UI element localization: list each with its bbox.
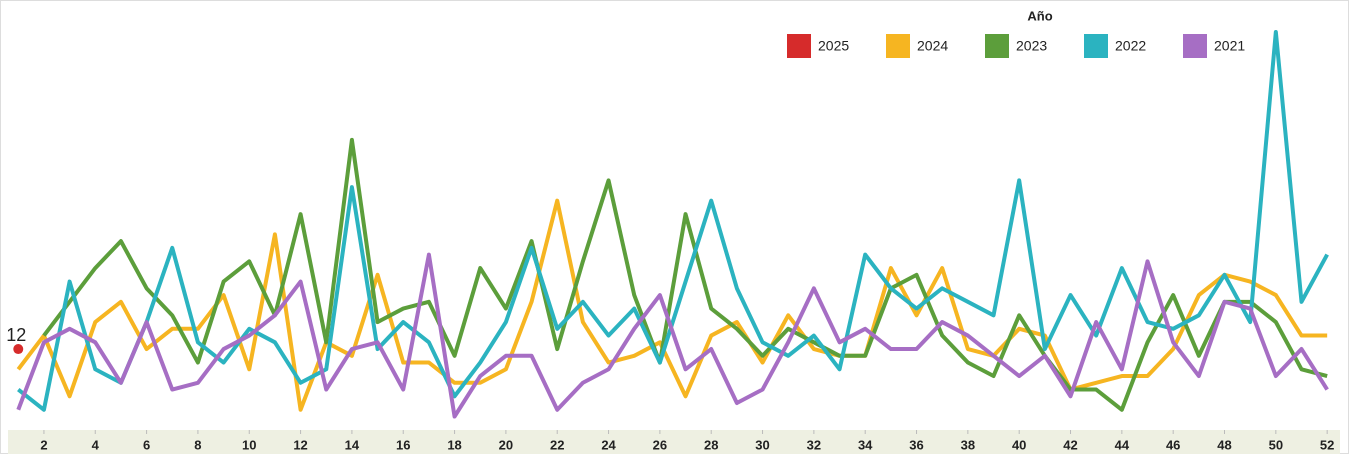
- x-tick-label: 34: [858, 437, 873, 452]
- x-tick-label: 14: [345, 437, 360, 452]
- series-line: [16, 198, 1328, 412]
- legend-swatch: [1183, 34, 1207, 58]
- x-tick-label: 12: [293, 437, 307, 452]
- legend-label: 2024: [917, 38, 948, 54]
- legend-label: 2022: [1115, 38, 1146, 54]
- x-tick-label: 26: [653, 437, 667, 452]
- legend-swatch: [886, 34, 910, 58]
- x-tick-label: 32: [807, 437, 821, 452]
- x-tick-label: 16: [396, 437, 410, 452]
- series-line: [17, 29, 1329, 412]
- legend-label: 2025: [818, 38, 849, 54]
- x-tick-label: 2: [40, 437, 47, 452]
- x-tick-label: 42: [1063, 437, 1077, 452]
- x-tick-label: 28: [704, 437, 718, 452]
- data-label: 12: [6, 325, 26, 345]
- legend-swatch: [787, 34, 811, 58]
- x-tick-label: 46: [1166, 437, 1180, 452]
- x-tick-label: 38: [961, 437, 975, 452]
- x-tick-label: 24: [601, 437, 616, 452]
- x-tick-label: 36: [909, 437, 923, 452]
- x-tick-label: 20: [499, 437, 513, 452]
- x-tick-label: 4: [92, 437, 100, 452]
- x-tick-label: 44: [1115, 437, 1130, 452]
- x-axis-band: [8, 430, 1340, 454]
- x-tick-label: 50: [1269, 437, 1283, 452]
- series-line: [42, 137, 1328, 412]
- x-tick-label: 52: [1320, 437, 1334, 452]
- legend-label: 2023: [1016, 38, 1047, 54]
- x-tick-label: 30: [755, 437, 769, 452]
- data-point: [13, 344, 24, 355]
- x-tick-label: 6: [143, 437, 150, 452]
- legend-swatch: [985, 34, 1009, 58]
- legend-title: Año: [1027, 8, 1052, 23]
- series-line: [16, 252, 1329, 419]
- x-tick-label: 18: [447, 437, 461, 452]
- x-tick-label: 22: [550, 437, 564, 452]
- x-tick-label: 8: [194, 437, 201, 452]
- x-tick-label: 48: [1217, 437, 1231, 452]
- legend-swatch: [1084, 34, 1108, 58]
- x-tick-label: 40: [1012, 437, 1026, 452]
- x-tick-label: 10: [242, 437, 256, 452]
- legend-label: 2021: [1214, 38, 1245, 54]
